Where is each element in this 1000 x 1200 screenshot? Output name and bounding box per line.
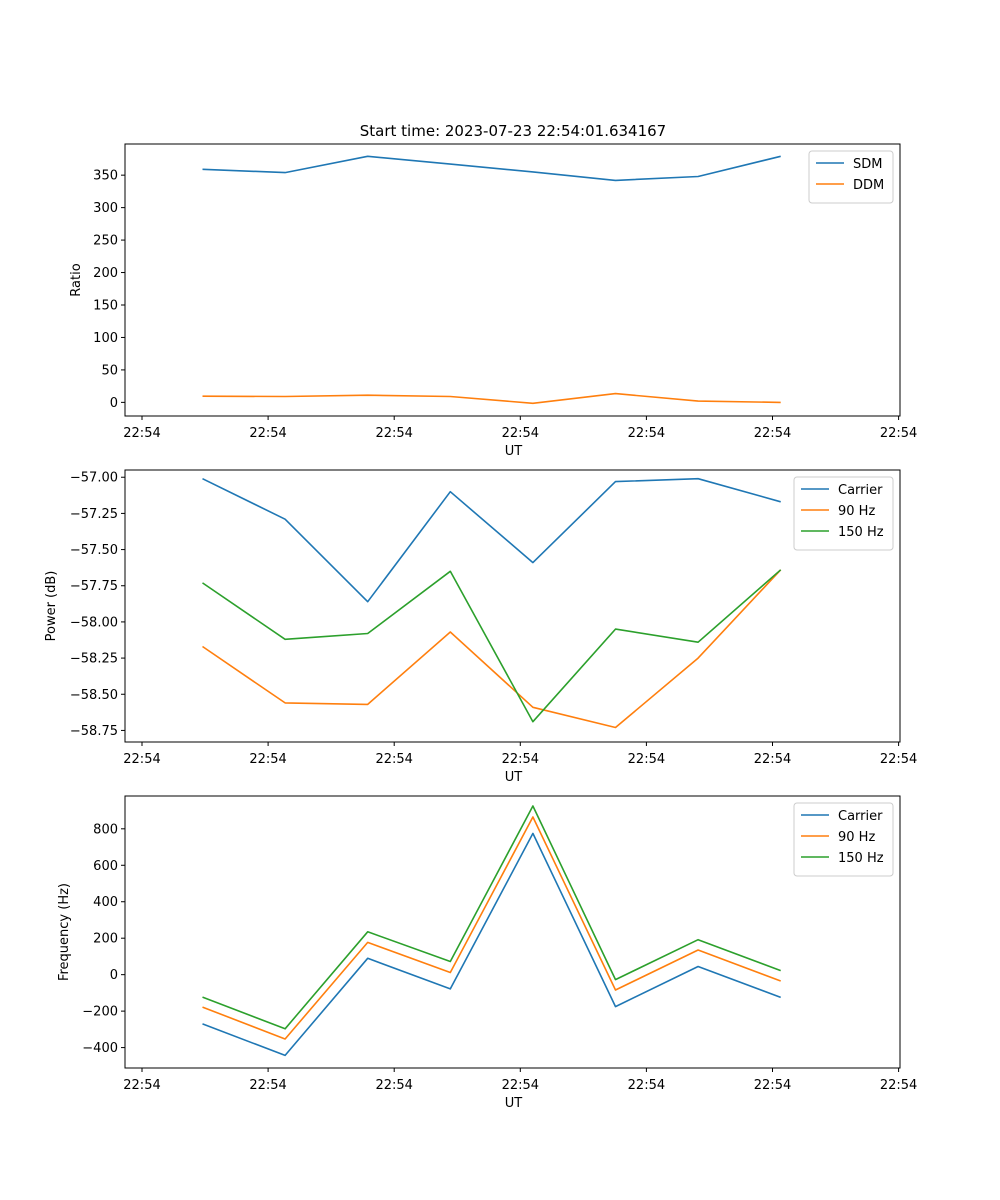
power-legend-label: 150 Hz (838, 525, 884, 540)
ratio-x-axis-label: UT (505, 444, 523, 459)
ratio-panel: 0 50 100 150 200 250 300 350 22:54 22:54 22:54 22:5… (69, 143, 917, 459)
frequency-series-line-90-hz (202, 816, 781, 1040)
frequency-x-tick-label: 22:54 (754, 1078, 791, 1093)
power-y-tick-label: −58.00 (70, 615, 118, 630)
ratio-y-tick-label: 50 (101, 363, 118, 378)
power-x-tick-label: 22:54 (375, 752, 412, 767)
frequency-x-tick-label: 22:54 (628, 1078, 665, 1093)
power-y-tick-label: −58.50 (70, 688, 118, 703)
ratio-x-tick-label: 22:54 (249, 426, 286, 441)
ratio-legend-label: SDM (853, 157, 882, 172)
ratio-series-line-sdm (202, 155, 781, 182)
power-y-tick-label: −57.00 (70, 471, 118, 486)
power-y-axis-label: Power (dB) (44, 571, 59, 642)
power-x-tick-label: 22:54 (123, 752, 160, 767)
frequency-x-tick-label: 22:54 (880, 1078, 917, 1093)
power-x-tick-label: 22:54 (880, 752, 917, 767)
ratio-y-tick-label: 200 (93, 266, 118, 281)
frequency-y-tick-label: 400 (93, 895, 118, 910)
power-legend-label: 90 Hz (838, 504, 875, 519)
power-y-tick-label: −58.25 (70, 652, 118, 667)
ratio-y-tick-label: 0 (110, 396, 118, 411)
power-series-line-150-hz (202, 569, 782, 723)
chart-title: Start time: 2023-07-23 22:54:01.634167 (360, 122, 666, 140)
frequency-x-tick-label: 22:54 (249, 1078, 286, 1093)
ratio-y-axis-label: Ratio (69, 263, 84, 296)
frequency-y-tick-label: 200 (93, 932, 118, 947)
power-y-tick-label: −58.75 (70, 724, 118, 739)
frequency-y-tick-label: −200 (82, 1005, 118, 1020)
power-y-tick-label: −57.25 (70, 507, 118, 522)
frequency-legend-label: 90 Hz (838, 830, 875, 845)
ratio-x-tick-label: 22:54 (754, 426, 791, 441)
frequency-x-tick-label: 22:54 (123, 1078, 160, 1093)
ratio-legend-label: DDM (853, 178, 884, 193)
frequency-x-tick-label: 22:54 (375, 1078, 412, 1093)
ratio-y-tick-label: 150 (93, 298, 118, 313)
ratio-x-tick-label: 22:54 (502, 426, 539, 441)
power-x-tick-label: 22:54 (249, 752, 286, 767)
frequency-series-line-carrier (202, 832, 781, 1057)
ratio-y-tick-label: 350 (93, 169, 118, 184)
power-x-axis-label: UT (505, 770, 523, 785)
power-series-line-carrier (202, 477, 781, 603)
power-x-tick-label: 22:54 (754, 752, 791, 767)
ratio-y-tick-label: 300 (93, 201, 118, 216)
frequency-y-axis-label: Frequency (Hz) (57, 883, 72, 981)
frequency-axes-frame (124, 795, 901, 1069)
power-x-tick-label: 22:54 (628, 752, 665, 767)
ratio-x-tick-label: 22:54 (628, 426, 665, 441)
ratio-legend-box (808, 150, 894, 204)
ratio-y-tick-label: 250 (93, 234, 118, 249)
power-x-tick-label: 22:54 (502, 752, 539, 767)
frequency-x-axis-label: UT (505, 1096, 523, 1111)
frequency-y-tick-label: 600 (93, 859, 118, 874)
power-y-tick-label: −57.75 (70, 579, 118, 594)
power-legend-label: Carrier (838, 483, 883, 498)
frequency-legend-label: Carrier (838, 809, 883, 824)
power-y-tick-label: −57.50 (70, 543, 118, 558)
ratio-series-line-ddm (202, 392, 781, 405)
ratio-y-tick-label: 100 (93, 331, 118, 346)
frequency-x-tick-label: 22:54 (502, 1078, 539, 1093)
ratio-x-tick-label: 22:54 (880, 426, 917, 441)
frequency-panel: −400 −200 0 200 400 600 800 22:54 22:54 22:54 22:5… (57, 795, 917, 1111)
frequency-y-tick-label: 0 (110, 968, 118, 983)
ratio-x-tick-label: 22:54 (375, 426, 412, 441)
ratio-x-tick-label: 22:54 (123, 426, 160, 441)
power-axes-frame (124, 469, 901, 743)
frequency-series-line-150-hz (202, 805, 781, 1030)
frequency-y-tick-label: −400 (82, 1041, 118, 1056)
power-panel: −58.75 −58.50 −58.25 −58.00 −57.75 −57.50 −57.… (44, 469, 917, 785)
frequency-y-tick-label: 800 (93, 822, 118, 837)
ratio-axes-frame (124, 143, 901, 417)
frequency-legend-label: 150 Hz (838, 851, 884, 866)
power-series-line-90-hz (202, 569, 782, 729)
